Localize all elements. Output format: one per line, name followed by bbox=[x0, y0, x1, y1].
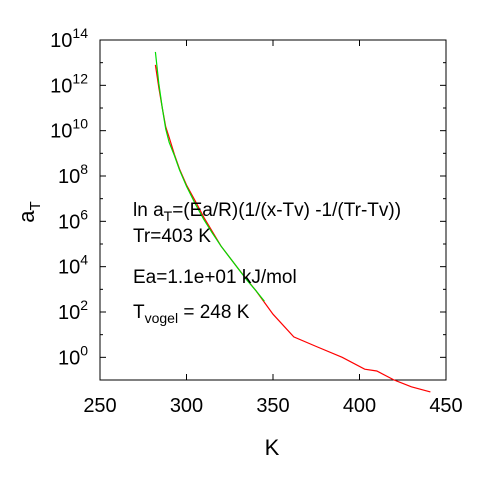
y-tick-label: 1012 bbox=[50, 70, 88, 97]
annotations: ln aT=(Ea/R)(1/(x-Tv) -1/(Tr-Tv)) Tr=403… bbox=[133, 200, 401, 326]
x-tick-label: 450 bbox=[429, 395, 462, 417]
y-tick-label: 1010 bbox=[50, 116, 88, 143]
y-tick-label: 1014 bbox=[50, 25, 88, 52]
x-tick-label: 400 bbox=[343, 395, 376, 417]
x-tick-label: 350 bbox=[256, 395, 289, 417]
x-axis-label: K bbox=[265, 435, 280, 460]
annotation-ea: Ea=1.1e+01 kJ/mol bbox=[133, 267, 297, 288]
x-tick-label: 300 bbox=[170, 395, 203, 417]
svg-text:aT: aT bbox=[14, 201, 44, 222]
y-tick-label: 102 bbox=[58, 297, 88, 324]
y-axis: 100 102 104 106 108 1010 1012 1014 bbox=[50, 25, 446, 381]
annotation-tr: Tr=403 K bbox=[133, 226, 211, 247]
series-layer bbox=[154, 51, 431, 393]
x-tick-label: 250 bbox=[83, 395, 116, 417]
annotation-tvogel: Tvogel = 248 K bbox=[133, 302, 250, 326]
y-axis-label: aT bbox=[14, 201, 44, 222]
series-line-2 bbox=[154, 51, 265, 302]
x-axis: 250 300 350 400 450 bbox=[83, 40, 463, 417]
y-tick-label: 108 bbox=[58, 161, 88, 188]
y-axis-label-sub: T bbox=[27, 201, 44, 210]
y-tick-label: 106 bbox=[58, 206, 88, 233]
y-tick-label: 104 bbox=[58, 252, 88, 279]
annotation-formula: ln aT=(Ea/R)(1/(x-Tv) -1/(Tr-Tv)) bbox=[133, 200, 401, 224]
y-axis-label-main: a bbox=[14, 210, 39, 223]
y-tick-label: 100 bbox=[58, 342, 88, 369]
